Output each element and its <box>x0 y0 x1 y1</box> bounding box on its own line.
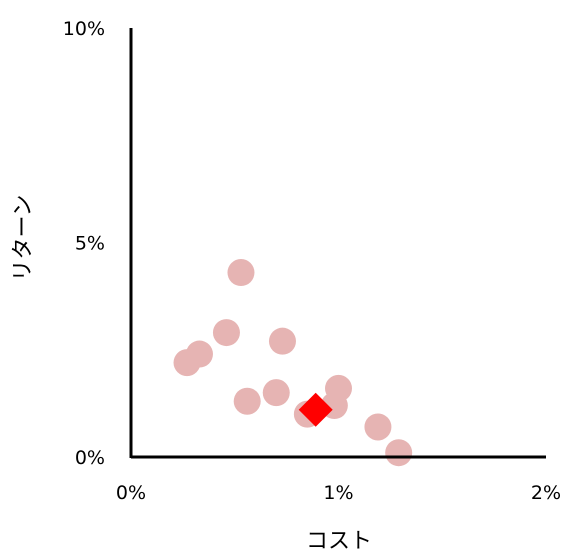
data-point-circle <box>325 374 352 402</box>
x-tick-label: 2% <box>531 482 561 504</box>
data-point-circle <box>385 439 413 467</box>
data-point-circle <box>185 340 213 368</box>
data-point-circle <box>227 259 255 287</box>
y-tick-label: 5% <box>75 233 105 255</box>
data-points <box>173 259 413 467</box>
x-axis-title: コスト <box>306 529 372 554</box>
y-axis-title: リターン <box>11 195 36 282</box>
tick-labels: 0% 1% 2% 0% 5% 10% <box>63 18 561 504</box>
data-point-circle <box>212 319 240 347</box>
x-tick-label: 0% <box>116 482 146 504</box>
data-point-circle <box>268 327 296 355</box>
highlight-point-diamond <box>298 392 333 427</box>
y-tick-label: 10% <box>63 18 105 40</box>
data-point-circle <box>233 387 261 415</box>
y-tick-label: 0% <box>75 447 105 469</box>
data-point-circle <box>364 413 392 441</box>
data-point-circle <box>262 379 290 407</box>
x-tick-label: 1% <box>323 482 353 504</box>
